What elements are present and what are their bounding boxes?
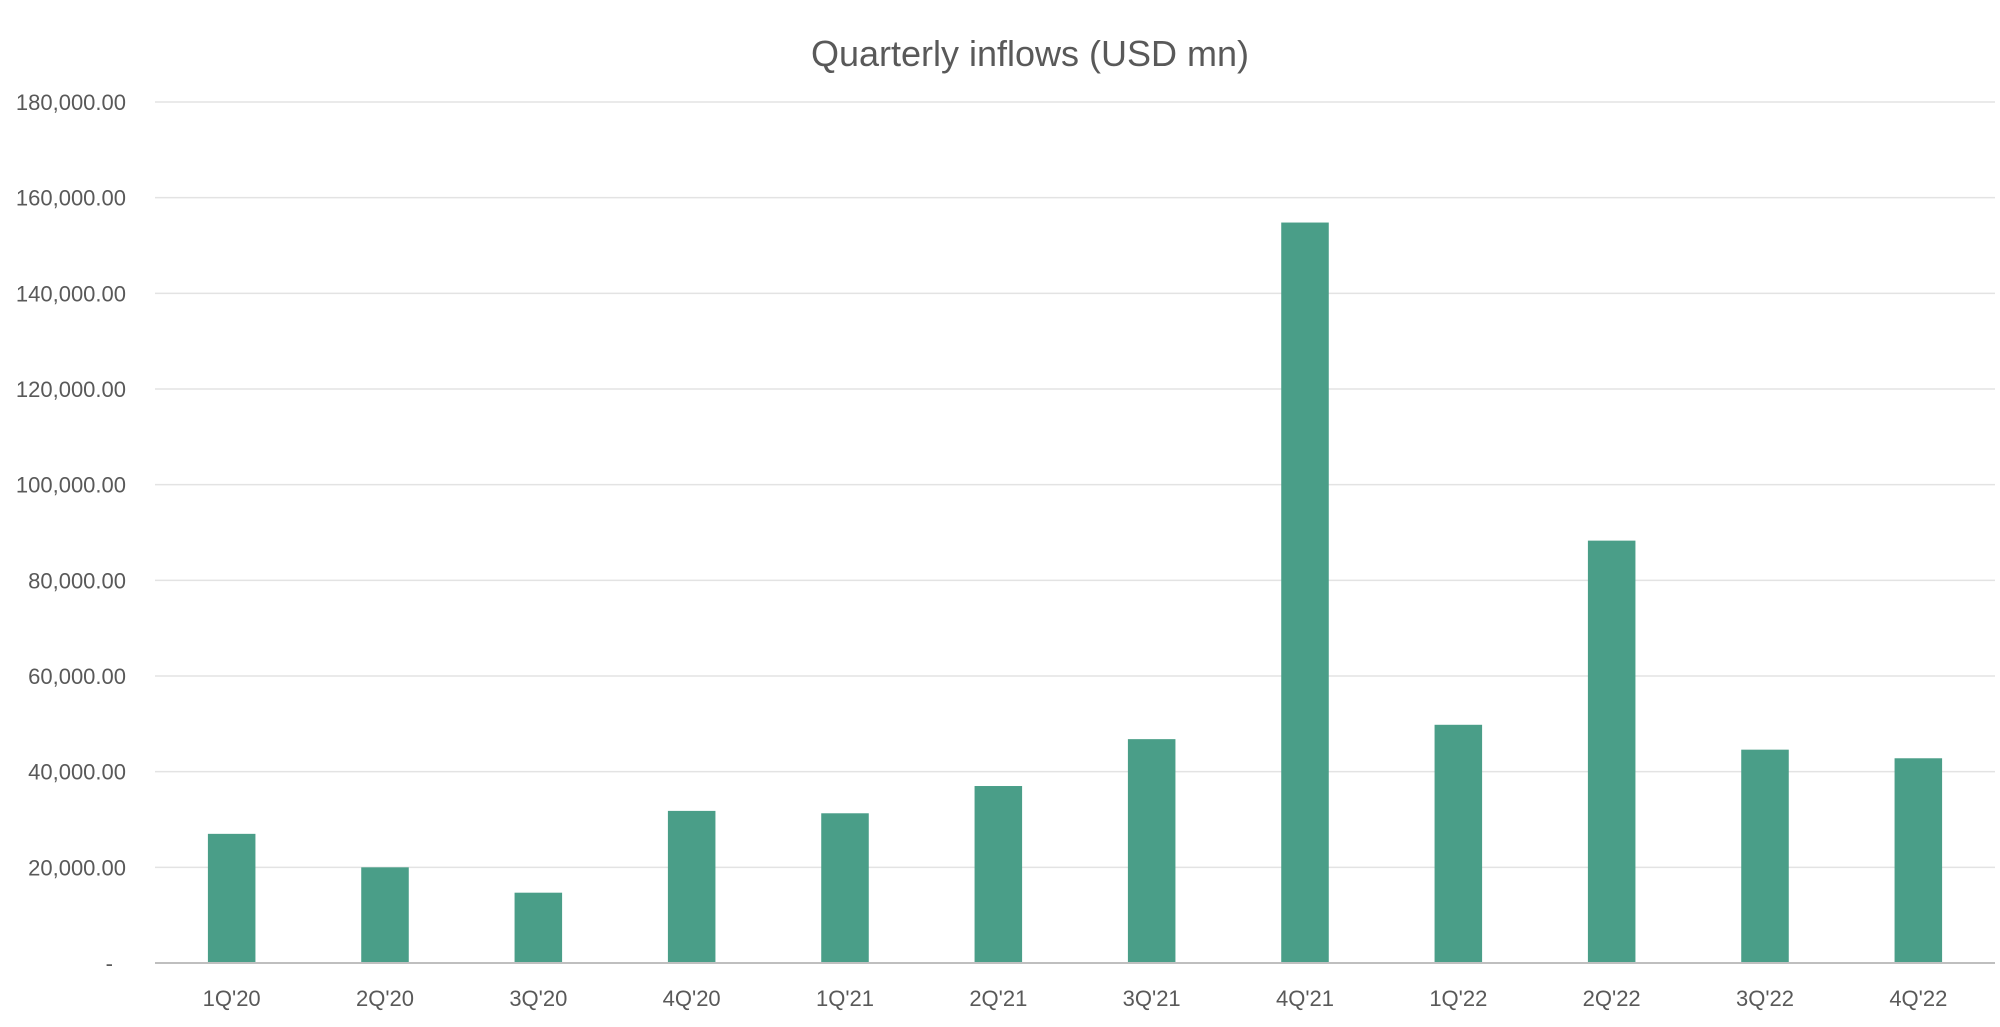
bar xyxy=(514,892,563,963)
chart-title: Quarterly inflows (USD mn) xyxy=(811,33,1249,74)
x-tick-label: 2Q'20 xyxy=(356,986,414,1011)
bar xyxy=(1127,739,1176,963)
bar xyxy=(1587,540,1636,963)
y-tick-label: 140,000.00 xyxy=(16,281,126,306)
bar xyxy=(667,810,716,963)
y-tick-label: 160,000.00 xyxy=(16,186,126,211)
bar xyxy=(207,833,256,963)
y-tick-label: 80,000.00 xyxy=(28,568,126,593)
bar xyxy=(1434,724,1483,963)
bar xyxy=(821,813,869,963)
y-tick-label: 20,000.00 xyxy=(28,855,126,880)
x-tick-label: 4Q'21 xyxy=(1276,986,1334,1011)
gridlines xyxy=(155,101,1995,869)
y-tick-label: 40,000.00 xyxy=(28,760,126,785)
x-tick-label: 4Q'22 xyxy=(1889,986,1947,1011)
bar xyxy=(974,786,1023,963)
x-tick-label: 2Q'22 xyxy=(1583,986,1641,1011)
x-tick-label: 4Q'20 xyxy=(663,986,721,1011)
bar xyxy=(361,867,409,963)
x-tick-label: 1Q'21 xyxy=(816,986,874,1011)
bar xyxy=(1894,758,1943,963)
bars xyxy=(207,222,1943,964)
y-tick-label: 120,000.00 xyxy=(16,377,126,402)
x-axis-tick-labels: 1Q'20 2Q'20 3Q'20 4Q'20 1Q'21 2Q'21 3Q'21 4Q'21… xyxy=(203,986,1948,1011)
x-tick-label: 1Q'22 xyxy=(1429,986,1487,1011)
x-tick-label: 3Q'21 xyxy=(1123,986,1181,1011)
x-tick-label: 1Q'20 xyxy=(203,986,261,1011)
x-tick-label: 3Q'20 xyxy=(509,986,567,1011)
bar xyxy=(1741,749,1789,963)
y-tick-label: 180,000.00 xyxy=(16,90,126,115)
bar xyxy=(1281,222,1329,964)
x-tick-label: 3Q'22 xyxy=(1736,986,1794,1011)
y-axis-tick-labels: - 20,000.00 40,000.00 60,000.00 80,000.00 100… xyxy=(16,90,126,976)
y-tick-label: - xyxy=(106,951,113,976)
x-tick-label: 2Q'21 xyxy=(969,986,1027,1011)
y-tick-label: 60,000.00 xyxy=(28,664,126,689)
y-tick-label: 100,000.00 xyxy=(16,473,126,498)
